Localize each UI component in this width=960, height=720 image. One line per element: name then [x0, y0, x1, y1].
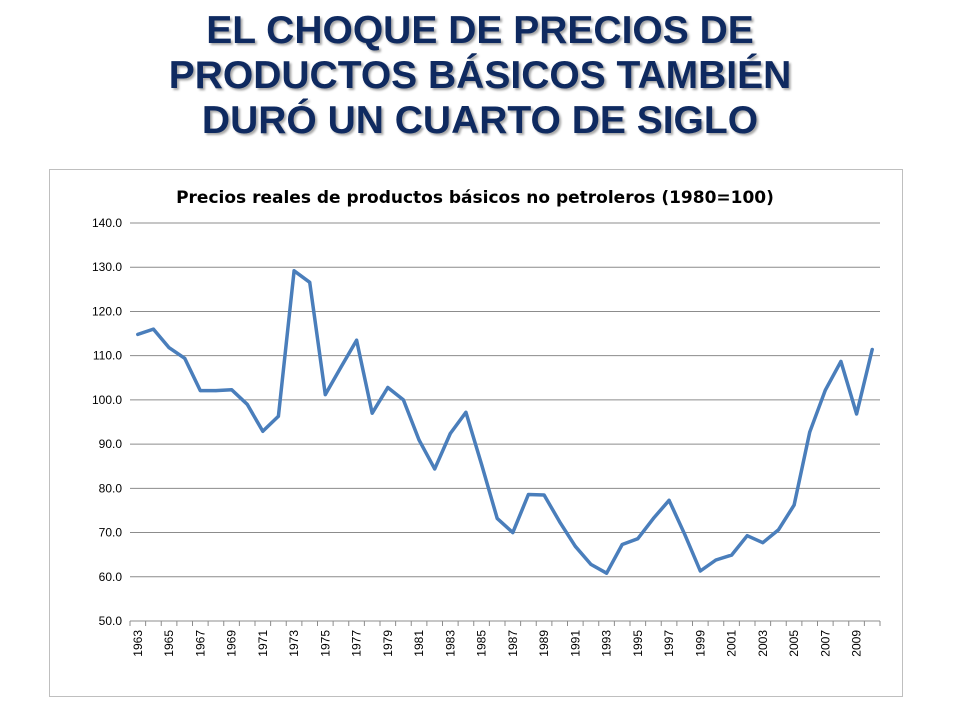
x-tick-label: 2009	[850, 630, 864, 657]
data-point	[167, 346, 171, 350]
data-point	[651, 516, 655, 520]
x-tick-label: 1969	[225, 630, 239, 657]
data-point	[355, 338, 359, 342]
data-point	[620, 543, 624, 546]
x-tick-label: 1993	[600, 630, 614, 657]
data-point	[745, 534, 749, 538]
data-point	[714, 558, 718, 562]
x-tick-label: 2001	[725, 630, 739, 657]
x-tick-label: 1987	[506, 630, 520, 657]
data-point	[698, 569, 702, 573]
x-tick-label: 1971	[256, 630, 270, 657]
data-point	[245, 402, 249, 406]
data-point	[198, 389, 202, 393]
data-point	[136, 332, 140, 336]
data-point	[370, 411, 374, 415]
x-tick-label: 1977	[350, 630, 364, 657]
slide-title-line-1: EL CHOQUE DE PRECIOS DE	[206, 9, 754, 52]
x-tick-label: 1963	[131, 630, 145, 657]
chart-frame: Precios reales de productos básicos no p…	[49, 169, 903, 697]
x-tick-label: 1967	[193, 630, 207, 657]
y-tick-label: 60.0	[99, 570, 123, 584]
y-tick-label: 100.0	[92, 393, 122, 407]
y-tick-label: 120.0	[92, 304, 122, 318]
data-point	[308, 280, 312, 284]
data-point	[526, 493, 530, 496]
data-point	[386, 386, 390, 389]
data-point	[761, 541, 765, 545]
data-point	[870, 348, 874, 351]
slide-title-line-2: PRODUCTOS BÁSICOS TAMBIÉN	[168, 54, 792, 97]
data-point	[855, 412, 859, 416]
line-chart: Precios reales de productos básicos no p…	[92, 188, 881, 657]
y-tick-label: 140.0	[92, 216, 122, 230]
data-point	[323, 393, 327, 397]
x-tick-label: 2005	[787, 630, 801, 657]
data-point	[214, 389, 218, 393]
data-point	[605, 571, 609, 575]
y-tick-label: 90.0	[99, 437, 123, 451]
data-point	[151, 327, 155, 331]
x-tick-label: 2007	[818, 630, 832, 657]
data-point	[839, 359, 843, 363]
y-tick-label: 70.0	[99, 526, 123, 540]
x-tick-label: 1999	[693, 630, 707, 657]
data-point	[261, 429, 265, 433]
x-tick-label: 1981	[412, 630, 426, 657]
y-tick-label: 130.0	[92, 260, 122, 274]
data-point	[667, 498, 671, 502]
data-point	[589, 562, 593, 566]
data-point	[792, 503, 796, 507]
data-point	[183, 356, 187, 360]
data-point	[573, 544, 577, 548]
data-point	[495, 516, 499, 520]
data-point	[417, 438, 421, 442]
chart-title: Precios reales de productos básicos no p…	[176, 188, 774, 208]
data-point	[511, 531, 515, 535]
data-point	[823, 388, 827, 392]
x-tick-label: 1989	[537, 630, 551, 657]
x-tick-label: 1979	[381, 630, 395, 657]
data-point	[276, 414, 280, 418]
x-tick-label: 2003	[756, 630, 770, 657]
data-point	[401, 398, 405, 402]
data-point	[558, 520, 562, 524]
x-tick-label: 1997	[662, 630, 676, 657]
x-tick-label: 1983	[443, 630, 457, 657]
y-tick-label: 80.0	[99, 481, 123, 495]
data-point	[448, 432, 452, 435]
data-point	[730, 553, 734, 557]
data-point	[480, 463, 484, 466]
data-point	[776, 528, 780, 532]
data-point	[230, 388, 234, 392]
x-tick-label: 1973	[287, 630, 301, 657]
series-line	[136, 269, 874, 575]
slide-title-line-3: DURÓ UN CUARTO DE SIGLO	[201, 99, 759, 142]
data-point	[292, 269, 296, 273]
data-point	[433, 467, 437, 471]
data-point	[464, 410, 468, 414]
x-tick-label: 1985	[475, 630, 489, 657]
slide-title: EL CHOQUE DE PRECIOS DE PRODUCTOS BÁSICO…	[0, 8, 960, 143]
x-tick-label: 1995	[631, 630, 645, 657]
data-point	[339, 365, 343, 369]
x-tick-label: 1965	[162, 630, 176, 657]
data-point	[636, 537, 640, 541]
y-tick-label: 110.0	[93, 349, 122, 363]
data-point	[808, 430, 812, 434]
y-tick-label: 50.0	[99, 614, 123, 628]
data-point	[542, 493, 546, 497]
x-tick-label: 1975	[318, 630, 332, 657]
data-point	[683, 532, 687, 536]
x-tick-label: 1991	[568, 630, 582, 657]
